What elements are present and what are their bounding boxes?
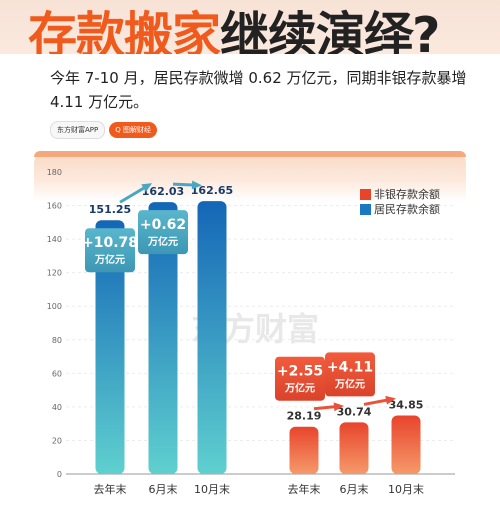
growth-unit: 万亿元: [334, 377, 365, 390]
growth-badge: [138, 210, 188, 255]
growth-arrowhead: [191, 180, 202, 190]
growth-arrow: [119, 184, 148, 204]
category-label: 去年末: [94, 482, 127, 496]
y-tick-label: 40: [52, 403, 62, 412]
y-tick-label: 80: [52, 336, 62, 345]
legend-swatch: [360, 204, 371, 215]
growth-arrowhead: [141, 183, 153, 193]
growth-arrowhead: [333, 402, 344, 412]
growth-arrow: [313, 404, 339, 411]
bar: [391, 415, 421, 474]
growth-value: +0.62: [140, 217, 186, 233]
y-tick-label: 140: [47, 235, 62, 244]
brand-name: 东方财富APP: [50, 121, 106, 139]
bar: [95, 220, 125, 474]
title-rest: 继续演绎?: [220, 7, 440, 54]
y-tick-label: 180: [47, 168, 62, 177]
growth-arrow: [363, 398, 391, 406]
bar-value-label: 162.03: [142, 185, 184, 198]
legend-label: 非银存款余额: [374, 187, 440, 201]
brand-bar: 东方财富APP Q 图解财经: [50, 121, 157, 139]
legend-swatch: [360, 189, 371, 200]
growth-arrowhead: [385, 395, 396, 405]
growth-badge: [85, 228, 135, 273]
growth-unit: 万亿元: [284, 382, 315, 395]
category-label: 10月末: [388, 482, 424, 496]
brand-tag: Q 图解财经: [109, 122, 157, 138]
growth-unit: 万亿元: [147, 235, 178, 248]
bar: [289, 426, 319, 474]
bar-value-label: 30.74: [337, 405, 372, 418]
bar-value-label: 162.65: [191, 184, 233, 197]
growth-value: +4.11: [327, 359, 373, 375]
category-label: 6月末: [340, 482, 369, 496]
bar-value-label: 28.19: [287, 410, 322, 423]
subtitle: 今年 7-10 月，居民存款微增 0.62 万亿元，同期非银存款暴增 4.11 …: [50, 69, 467, 111]
title-highlight: 存款搬家: [28, 7, 221, 54]
growth-unit: 万亿元: [94, 253, 125, 266]
growth-badge: [325, 352, 375, 397]
bar: [339, 422, 369, 474]
legend-label: 居民存款余额: [374, 202, 440, 216]
y-tick-label: 160: [47, 202, 62, 211]
bar-value-label: 34.85: [389, 399, 424, 412]
y-tick-label: 100: [47, 302, 62, 311]
page-title: 存款搬家继续演绎?: [28, 0, 440, 54]
growth-value: +2.55: [277, 364, 323, 380]
growth-value: +10.78: [82, 235, 138, 251]
bar-value-label: 151.25: [89, 203, 131, 216]
title-band: 存款搬家继续演绎?: [0, 0, 500, 54]
category-label: 10月末: [194, 482, 230, 496]
y-tick-label: 20: [52, 436, 62, 445]
bar: [197, 201, 227, 475]
y-tick-label: 120: [47, 269, 62, 278]
bar: [148, 202, 178, 475]
growth-badge: [275, 356, 325, 401]
category-label: 去年末: [288, 482, 321, 496]
y-tick-label: 60: [52, 369, 62, 378]
category-label: 6月末: [149, 482, 178, 496]
y-tick-label: 0: [57, 470, 62, 479]
chart-card-accent: [34, 151, 466, 157]
